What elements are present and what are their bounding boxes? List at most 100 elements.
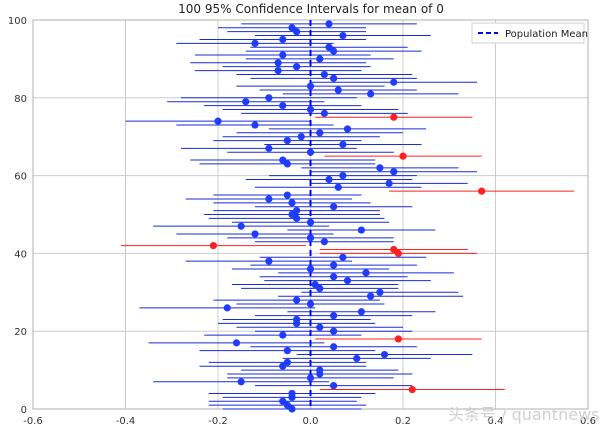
- sample-mean-point: [306, 218, 315, 226]
- x-tick-label: 0.6: [580, 416, 596, 427]
- y-tick-label: 80: [14, 94, 27, 105]
- sample-mean-point: [376, 288, 384, 296]
- sample-mean-point: [316, 366, 324, 374]
- sample-mean-point: [306, 300, 315, 308]
- sample-mean-point: [353, 354, 361, 363]
- sample-mean-point: [283, 136, 291, 145]
- y-tick-label: 100: [8, 16, 27, 27]
- sample-mean-point: [330, 327, 338, 335]
- sample-mean-point: [274, 66, 282, 75]
- sample-mean-point: [339, 31, 347, 40]
- sample-mean-point: [242, 98, 250, 106]
- sample-mean-point-miss: [478, 187, 486, 195]
- sample-mean-point: [334, 86, 342, 94]
- sample-mean-point: [251, 39, 259, 47]
- sample-mean-point: [265, 94, 273, 102]
- sample-mean-point: [330, 382, 338, 390]
- sample-mean-point: [279, 51, 287, 59]
- sample-mean-point: [380, 350, 389, 359]
- sample-mean-point: [293, 63, 301, 71]
- sample-mean-point: [306, 82, 315, 90]
- y-tick-label: 40: [14, 249, 27, 260]
- sample-mean-point: [251, 230, 259, 238]
- sample-mean-point: [390, 168, 398, 176]
- sample-mean-point: [293, 207, 301, 215]
- sample-mean-point: [306, 374, 315, 382]
- sample-mean-point: [279, 156, 287, 164]
- sample-mean-point: [283, 191, 291, 199]
- sample-mean-point: [279, 101, 287, 110]
- sample-mean-point: [288, 389, 296, 398]
- y-tick-label: 60: [14, 172, 27, 183]
- x-tick-label: -0.6: [23, 416, 43, 427]
- x-tick-label: -0.2: [208, 416, 228, 427]
- y-tick-label: 20: [14, 327, 27, 338]
- sample-mean-point-miss: [399, 152, 407, 160]
- sample-mean-point: [376, 164, 384, 172]
- sample-mean-point: [330, 273, 338, 281]
- sample-mean-point: [343, 277, 352, 285]
- sample-mean-point-miss: [394, 335, 402, 343]
- sample-mean-point: [265, 257, 273, 265]
- sample-mean-point: [283, 358, 291, 366]
- sample-mean-point: [339, 253, 347, 261]
- x-tick-label: 0.4: [488, 416, 504, 427]
- sample-mean-point: [288, 199, 296, 207]
- sample-mean-point: [339, 172, 347, 180]
- sample-mean-point: [306, 265, 315, 273]
- sample-mean-point: [265, 144, 273, 152]
- sample-mean-point: [330, 343, 338, 351]
- x-tick-label: 0.0: [303, 416, 319, 427]
- sample-mean-point-miss: [408, 385, 416, 394]
- sample-mean-point: [320, 70, 328, 79]
- sample-mean-point: [279, 35, 287, 44]
- sample-mean-point: [265, 195, 273, 203]
- sample-mean-point: [306, 105, 315, 114]
- sample-mean-point: [325, 20, 333, 28]
- sample-mean-point-miss: [390, 113, 398, 121]
- sample-mean-point: [390, 78, 398, 86]
- sample-mean-point: [223, 304, 231, 312]
- legend-box: [471, 22, 585, 44]
- sample-mean-point: [274, 59, 282, 67]
- sample-mean-point: [232, 339, 241, 347]
- sample-mean-point: [316, 129, 324, 137]
- sample-mean-point: [320, 109, 328, 117]
- sample-mean-point: [334, 183, 342, 191]
- sample-mean-point-miss: [390, 245, 398, 254]
- sample-mean-point: [237, 222, 245, 230]
- sample-mean-point: [325, 43, 333, 51]
- sample-mean-point: [306, 234, 315, 242]
- sample-mean-point: [330, 261, 338, 269]
- sample-mean-point: [316, 55, 324, 63]
- sample-mean-point-miss: [209, 242, 217, 250]
- legend: Population Mean: [471, 22, 588, 44]
- sample-mean-point: [237, 378, 245, 386]
- sample-mean-point: [325, 175, 333, 184]
- sample-mean-point: [279, 331, 287, 339]
- sample-mean-point: [214, 117, 222, 125]
- sample-mean-point: [306, 148, 315, 156]
- sample-mean-point: [279, 397, 287, 405]
- sample-mean-point: [288, 24, 296, 32]
- sample-mean-point: [251, 121, 259, 129]
- watermark-text: 头条号 / quantnews: [448, 405, 600, 424]
- sample-mean-point: [362, 269, 370, 277]
- sample-mean-point: [339, 140, 347, 149]
- y-tick-label: 0: [21, 405, 27, 416]
- tick-labels: -0.6 -0.4 -0.2 0.0 0.2 0.4 0.6 0 20 40 60 80 100: [8, 16, 596, 427]
- sample-mean-point: [357, 226, 365, 234]
- chart-title: 100 95% Confidence Intervals for mean of…: [178, 2, 444, 16]
- sample-mean-point: [343, 125, 352, 133]
- sample-mean-point: [293, 296, 301, 304]
- sample-mean-point: [316, 323, 324, 331]
- x-tick-label: 0.2: [395, 416, 411, 427]
- sample-means: [209, 20, 486, 413]
- sample-mean-point: [367, 292, 375, 300]
- sample-mean-point: [311, 280, 319, 289]
- sample-mean-point: [320, 238, 328, 246]
- sample-mean-point: [330, 74, 338, 82]
- sample-mean-point: [330, 312, 338, 320]
